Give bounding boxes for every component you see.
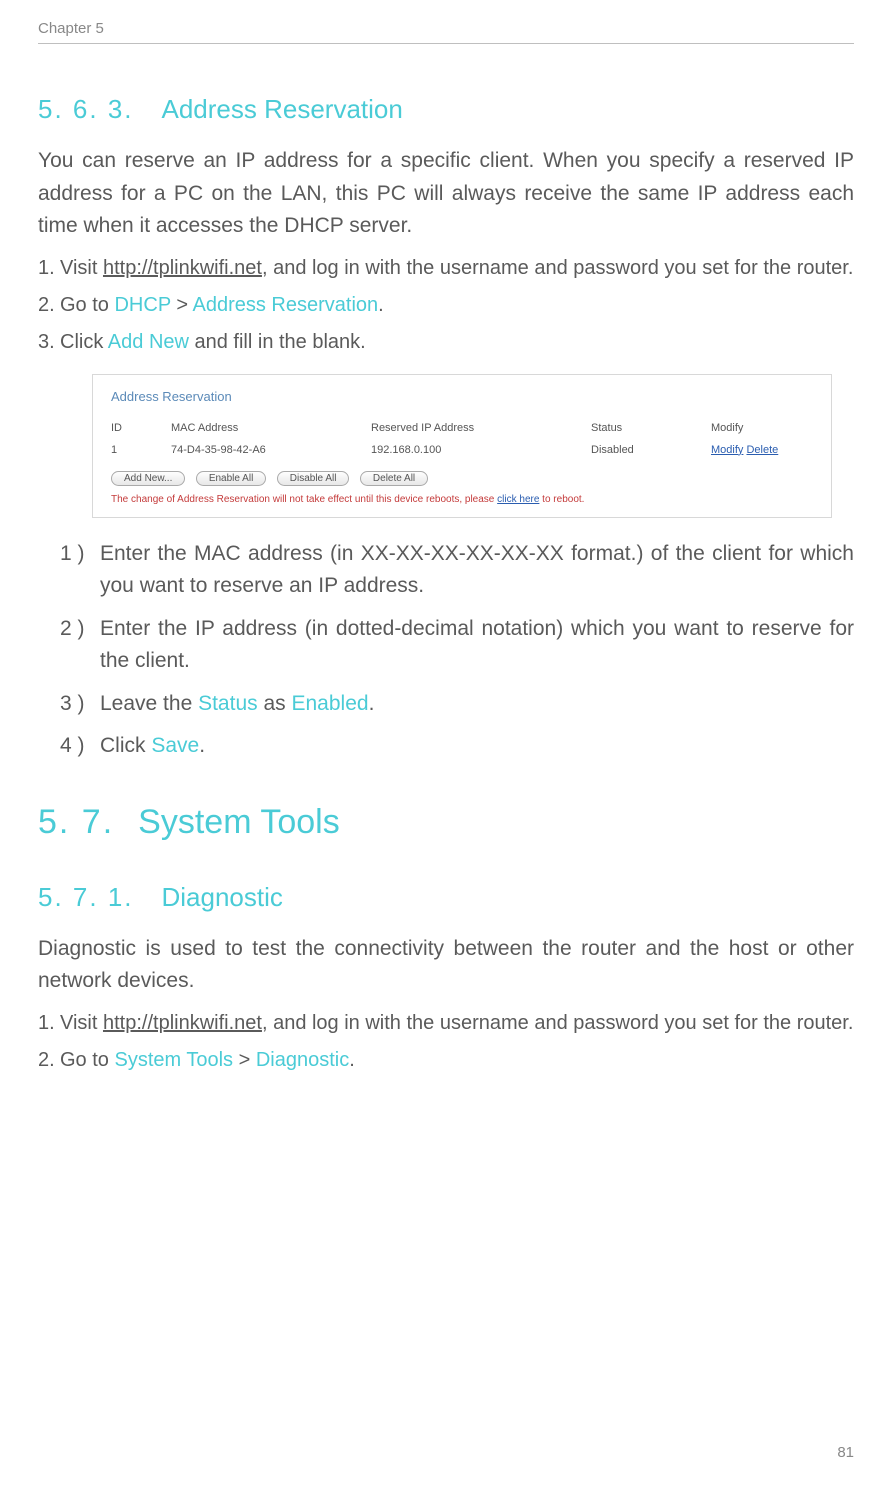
save-label: Save — [151, 734, 199, 757]
step-2: 2. Go to DHCP > Address Reservation. — [38, 290, 854, 321]
page-header: Chapter 5 — [38, 20, 854, 44]
col-modify: Modify — [711, 422, 813, 444]
substep-number: 1 ) — [60, 538, 100, 603]
substep-2: 2 ) Enter the IP address (in dotted-deci… — [60, 613, 854, 678]
heading-number: 5. 6. 3. — [38, 94, 134, 124]
substep-3: 3 ) Leave the Status as Enabled. — [60, 688, 854, 721]
nav-diagnostic: Diagnostic — [256, 1049, 349, 1071]
step-number: 2. — [38, 290, 60, 321]
sub-steps: 1 ) Enter the MAC address (in XX-XX-XX-X… — [60, 538, 854, 763]
substep-1: 1 ) Enter the MAC address (in XX-XX-XX-X… — [60, 538, 854, 603]
step-text: Go to System Tools > Diagnostic. — [60, 1045, 854, 1076]
step-number: 2. — [38, 1045, 60, 1076]
step-text: Go to DHCP > Address Reservation. — [60, 290, 854, 321]
nav-dhcp: DHCP — [114, 294, 170, 316]
col-id: ID — [111, 422, 171, 444]
diag-step-1: 1. Visit http://tplinkwifi.net, and log … — [38, 1008, 854, 1039]
heading-title: System Tools — [138, 803, 340, 841]
col-mac: MAC Address — [171, 422, 371, 444]
delete-link[interactable]: Delete — [746, 444, 778, 456]
step-text: Visit http://tplinkwifi.net, and log in … — [60, 253, 854, 284]
heading-title: Diagnostic — [162, 882, 283, 912]
cell-status: Disabled — [591, 444, 711, 468]
heading-title: Address Reservation — [162, 94, 403, 124]
cell-ip: 192.168.0.100 — [371, 444, 591, 468]
nav-system-tools: System Tools — [114, 1049, 233, 1071]
enabled-label: Enabled — [292, 692, 369, 715]
substep-number: 3 ) — [60, 688, 100, 721]
table-row: 1 74-D4-35-98-42-A6 192.168.0.100 Disabl… — [111, 444, 813, 468]
substep-number: 4 ) — [60, 730, 100, 763]
button-row: Add New... Enable All Disable All Delete… — [111, 468, 813, 486]
tplink-url[interactable]: http://tplinkwifi.net — [103, 1012, 262, 1034]
chapter-label: Chapter 5 — [38, 20, 104, 37]
screenshot-title: Address Reservation — [111, 389, 813, 404]
reboot-link[interactable]: click here — [497, 494, 539, 505]
step-text: Visit http://tplinkwifi.net, and log in … — [60, 1008, 854, 1039]
col-ip: Reserved IP Address — [371, 422, 591, 444]
col-status: Status — [591, 422, 711, 444]
cell-modify: Modify Delete — [711, 444, 813, 468]
heading-5-6-3: 5. 6. 3. Address Reservation — [38, 94, 854, 125]
modify-link[interactable]: Modify — [711, 444, 743, 456]
intro-paragraph: You can reserve an IP address for a spec… — [38, 145, 854, 243]
cell-mac: 74-D4-35-98-42-A6 — [171, 444, 371, 468]
step-1: 1. Visit http://tplinkwifi.net, and log … — [38, 253, 854, 284]
enable-all-button[interactable]: Enable All — [196, 471, 266, 486]
heading-5-7: 5. 7. System Tools — [38, 803, 854, 842]
substep-text: Enter the MAC address (in XX-XX-XX-XX-XX… — [100, 538, 854, 603]
cell-id: 1 — [111, 444, 171, 468]
add-new-label: Add New — [108, 331, 189, 353]
screenshot-address-reservation: Address Reservation ID MAC Address Reser… — [92, 374, 832, 518]
add-new-button[interactable]: Add New... — [111, 471, 185, 486]
substep-4: 4 ) Click Save. — [60, 730, 854, 763]
step-number: 3. — [38, 327, 60, 358]
heading-number: 5. 7. — [38, 803, 114, 841]
heading-number: 5. 7. 1. — [38, 882, 134, 912]
step-3: 3. Click Add New and fill in the blank. — [38, 327, 854, 358]
page-number: 81 — [837, 1444, 854, 1461]
substep-text: Click Save. — [100, 730, 854, 763]
substep-number: 2 ) — [60, 613, 100, 678]
tplink-url[interactable]: http://tplinkwifi.net — [103, 257, 262, 279]
disable-all-button[interactable]: Disable All — [277, 471, 350, 486]
status-label: Status — [198, 692, 258, 715]
reservation-table: ID MAC Address Reserved IP Address Statu… — [111, 422, 813, 468]
nav-address-reservation: Address Reservation — [193, 294, 379, 316]
step-number: 1. — [38, 1008, 60, 1039]
step-number: 1. — [38, 253, 60, 284]
delete-all-button[interactable]: Delete All — [360, 471, 428, 486]
reboot-warning: The change of Address Reservation will n… — [111, 494, 813, 505]
heading-5-7-1: 5. 7. 1. Diagnostic — [38, 882, 854, 913]
diag-step-2: 2. Go to System Tools > Diagnostic. — [38, 1045, 854, 1076]
diagnostic-intro: Diagnostic is used to test the connectiv… — [38, 933, 854, 998]
step-text: Click Add New and fill in the blank. — [60, 327, 854, 358]
table-header-row: ID MAC Address Reserved IP Address Statu… — [111, 422, 813, 444]
substep-text: Leave the Status as Enabled. — [100, 688, 854, 721]
substep-text: Enter the IP address (in dotted-decimal … — [100, 613, 854, 678]
